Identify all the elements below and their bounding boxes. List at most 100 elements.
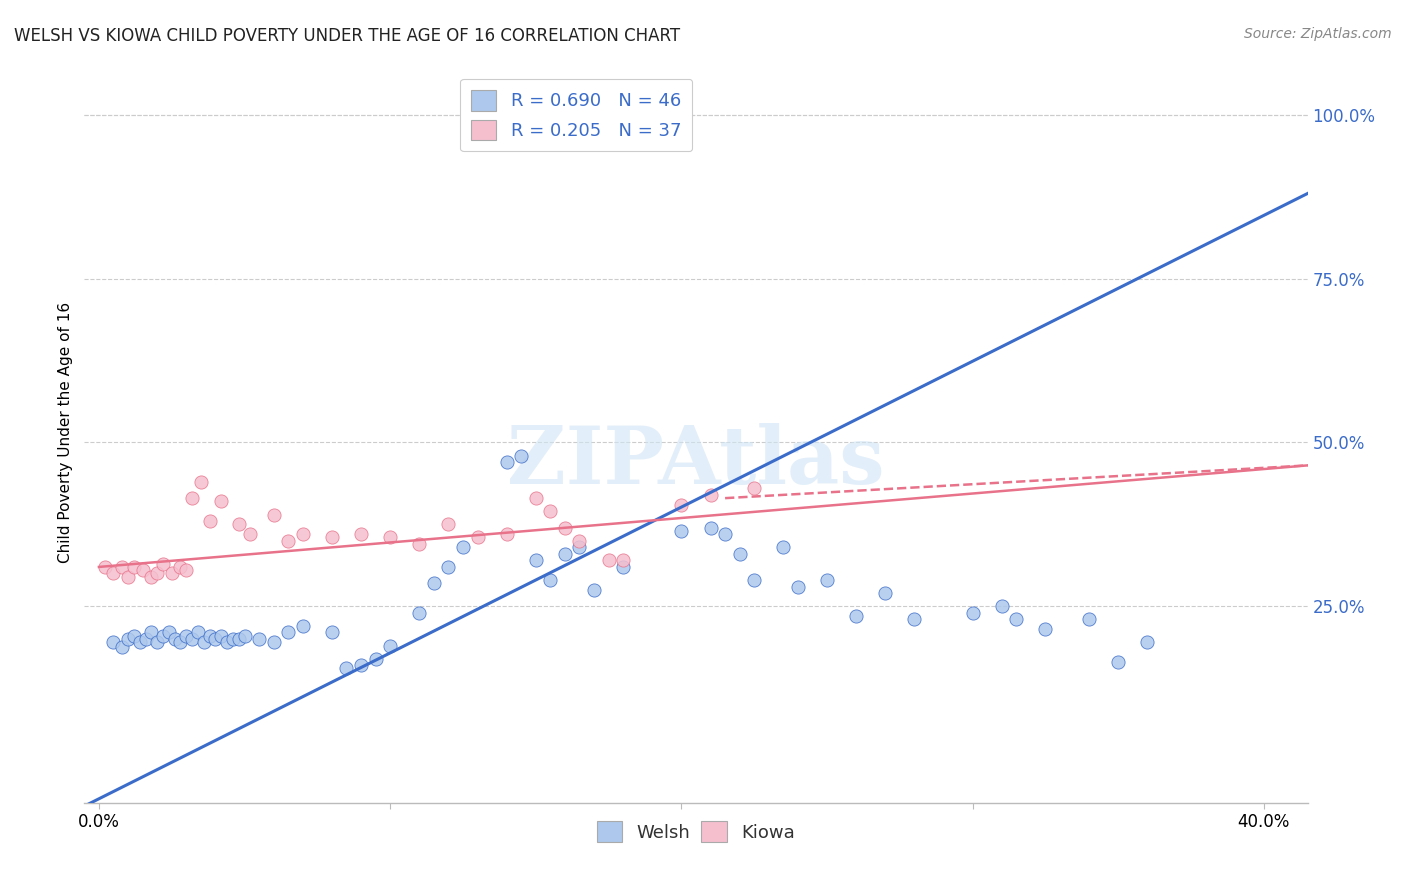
Point <box>612 553 634 567</box>
Point <box>93 560 115 574</box>
Point <box>1035 622 1057 636</box>
Point <box>103 635 125 649</box>
Point <box>1136 635 1159 649</box>
Point <box>117 632 139 646</box>
Point <box>122 560 145 574</box>
Point <box>554 521 576 535</box>
Point <box>380 531 402 545</box>
Point <box>117 570 139 584</box>
Point <box>699 521 721 535</box>
Point <box>190 475 212 489</box>
Point <box>568 533 591 548</box>
Point <box>228 632 250 646</box>
Point <box>598 553 620 567</box>
Point <box>222 632 245 646</box>
Point <box>181 491 204 505</box>
Point <box>423 576 446 591</box>
Point <box>524 491 547 505</box>
Point <box>152 557 174 571</box>
Point <box>160 566 183 581</box>
Point <box>228 517 250 532</box>
Point <box>538 573 561 587</box>
Point <box>111 640 134 654</box>
Y-axis label: Child Poverty Under the Age of 16: Child Poverty Under the Age of 16 <box>58 302 73 563</box>
Point <box>815 573 838 587</box>
Point <box>128 635 150 649</box>
Point <box>146 635 169 649</box>
Point <box>437 560 460 574</box>
Point <box>141 625 163 640</box>
Point <box>103 566 125 581</box>
Point <box>728 547 751 561</box>
Point <box>233 629 256 643</box>
Point <box>263 508 285 522</box>
Point <box>568 541 591 555</box>
Point <box>217 635 239 649</box>
Point <box>408 537 430 551</box>
Point <box>209 494 232 508</box>
Point <box>141 570 163 584</box>
Point <box>163 632 186 646</box>
Point <box>787 580 810 594</box>
Text: ZIPAtlas: ZIPAtlas <box>508 423 884 501</box>
Point <box>204 632 226 646</box>
Point <box>467 531 489 545</box>
Point <box>135 632 157 646</box>
Point <box>187 625 209 640</box>
Point <box>524 553 547 567</box>
Point <box>152 629 174 643</box>
Point <box>714 527 737 541</box>
Point <box>1078 612 1101 626</box>
Point <box>321 531 343 545</box>
Point <box>174 629 197 643</box>
Point <box>408 606 430 620</box>
Point <box>198 514 221 528</box>
Point <box>583 582 606 597</box>
Point <box>181 632 204 646</box>
Point <box>122 629 145 643</box>
Point <box>380 639 402 653</box>
Point <box>247 632 270 646</box>
Point <box>742 481 765 495</box>
Point <box>510 449 533 463</box>
Point <box>538 504 561 518</box>
Point <box>209 629 232 643</box>
Point <box>845 609 868 624</box>
Point <box>174 563 197 577</box>
Point <box>169 560 191 574</box>
Point <box>131 563 153 577</box>
Point <box>875 586 897 600</box>
Point <box>364 651 387 665</box>
Point <box>350 527 373 541</box>
Point <box>111 560 134 574</box>
Point <box>495 527 517 541</box>
Point <box>146 566 169 581</box>
Point <box>772 541 794 555</box>
Legend: Welsh, Kiowa: Welsh, Kiowa <box>591 814 801 849</box>
Point <box>263 635 285 649</box>
Point <box>612 560 634 574</box>
Point <box>198 629 221 643</box>
Point <box>350 658 373 673</box>
Point <box>451 541 474 555</box>
Point <box>291 527 314 541</box>
Point <box>291 619 314 633</box>
Point <box>437 517 460 532</box>
Text: Source: ZipAtlas.com: Source: ZipAtlas.com <box>1244 27 1392 41</box>
Point <box>962 606 984 620</box>
Point <box>671 498 693 512</box>
Point <box>1005 612 1028 626</box>
Point <box>1107 655 1129 669</box>
Text: WELSH VS KIOWA CHILD POVERTY UNDER THE AGE OF 16 CORRELATION CHART: WELSH VS KIOWA CHILD POVERTY UNDER THE A… <box>14 27 681 45</box>
Point <box>991 599 1014 614</box>
Point <box>554 547 576 561</box>
Point <box>157 625 180 640</box>
Point <box>277 533 299 548</box>
Point <box>321 625 343 640</box>
Point <box>239 527 262 541</box>
Point <box>193 635 215 649</box>
Point <box>277 625 299 640</box>
Point <box>495 455 517 469</box>
Point <box>335 661 357 675</box>
Point <box>671 524 693 538</box>
